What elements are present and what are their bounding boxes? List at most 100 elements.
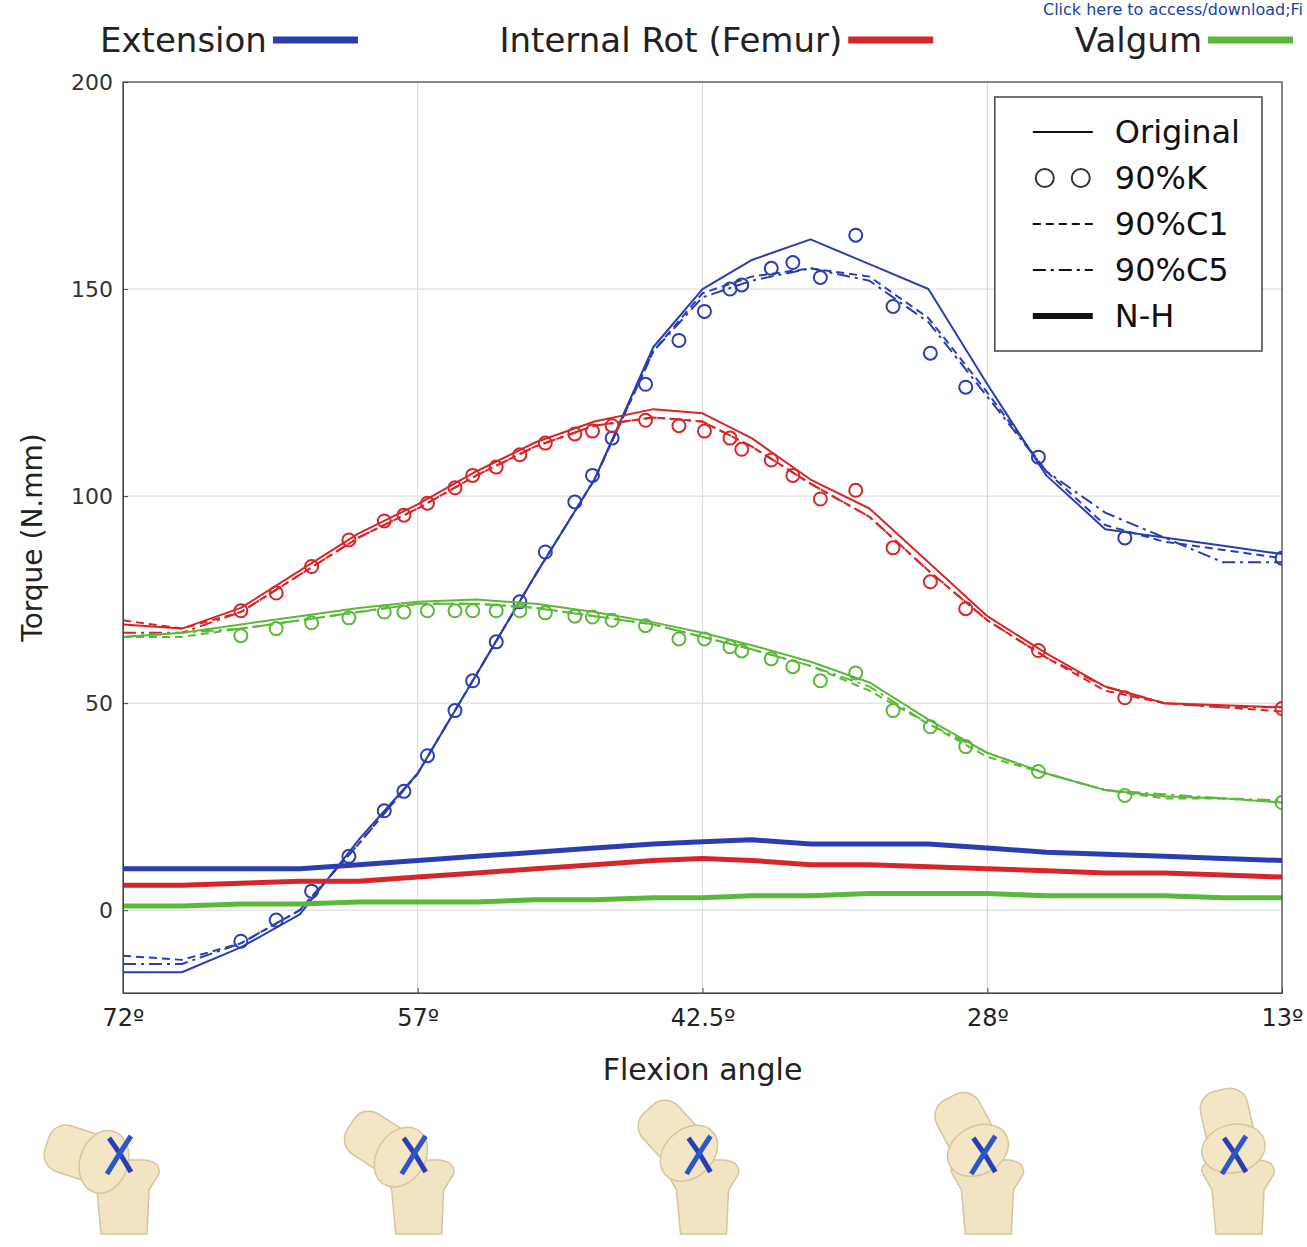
series-marker [786, 256, 799, 269]
x-tick: 57º [397, 988, 439, 1032]
x-tick-label: 13º [1262, 1004, 1304, 1032]
y-tick: 50 [85, 691, 128, 716]
femur [333, 1098, 438, 1197]
series-marker [234, 604, 247, 617]
series-marker [887, 300, 900, 313]
y-axis: 050100150200 [71, 70, 128, 994]
series-marker [814, 674, 827, 687]
annotation: Click here to access/download;Fi [1043, 0, 1303, 19]
series-marker [698, 425, 711, 438]
legend-label: N-H [1115, 297, 1175, 335]
knee-illustration [333, 1098, 454, 1234]
x-tick: 13º [1262, 988, 1304, 1032]
style-legend: Original90%K90%C190%C5N-H [995, 97, 1262, 351]
grid-line-y [123, 910, 1282, 911]
y-tick-mark [123, 289, 128, 290]
series-line [123, 600, 1282, 803]
series-line [123, 604, 1282, 803]
grid-line-x [417, 82, 418, 993]
series-marker [849, 666, 862, 679]
y-tick-mark [123, 703, 128, 704]
x-tick-label: 28º [967, 1004, 1009, 1032]
x-tick-mark [987, 988, 988, 993]
x-axis-title: Flexion angle [603, 1052, 803, 1087]
y-tick-label: 0 [99, 898, 113, 923]
series-marker [639, 414, 652, 427]
y-tick-label: 50 [85, 691, 113, 716]
series-marker [849, 484, 862, 497]
ligament [687, 1136, 711, 1174]
series-line [123, 268, 1282, 964]
series-marker [1118, 531, 1131, 544]
y-tick-mark [123, 910, 128, 911]
x-tick: 72º [103, 988, 145, 1032]
x-axis-line [124, 988, 1283, 994]
legend-swatch [848, 37, 933, 44]
legend-label: Extension [100, 20, 267, 60]
series-marker [397, 606, 410, 619]
knee-illustration [37, 1113, 159, 1234]
legend-box [995, 97, 1262, 351]
plot-background [123, 82, 1282, 993]
x-tick-mark [703, 988, 704, 993]
ligament [107, 1136, 131, 1174]
series-line [123, 268, 1282, 960]
ligament [402, 1136, 426, 1174]
legend-swatch [273, 37, 358, 44]
legend-label: Original [1115, 113, 1240, 151]
series-marker [421, 497, 434, 510]
grid [123, 82, 1282, 993]
grid-line-x [987, 82, 988, 993]
series-line [123, 417, 1282, 711]
legend-label: Internal Rot (Femur) [500, 20, 843, 60]
y-tick-label: 200 [71, 70, 113, 95]
y-tick: 100 [71, 484, 128, 509]
femur [1189, 1083, 1270, 1179]
y-tick: 200 [71, 70, 128, 95]
y-axis-title: Torque (N.mm) [16, 433, 49, 642]
legend-item: Extension [100, 20, 358, 60]
x-tick-mark [123, 988, 124, 993]
ligament [971, 1136, 995, 1174]
series-marker [466, 604, 479, 617]
series-marker [378, 804, 391, 817]
series-line [123, 409, 1282, 707]
x-tick-label: 72º [103, 1004, 145, 1032]
series-marker [639, 619, 652, 632]
legend-label: 90%K [1115, 159, 1208, 197]
series-marker [397, 509, 410, 522]
series-marker [606, 614, 619, 627]
y-tick-label: 100 [71, 484, 113, 509]
knee-illustration [625, 1087, 739, 1234]
series-marker [672, 334, 685, 347]
series-line [123, 840, 1282, 869]
x-tick: 42.5º [671, 988, 736, 1032]
x-tick-label: 42.5º [671, 1004, 736, 1032]
grid-line-y [123, 496, 1282, 497]
knee-illustrations [37, 1082, 1274, 1234]
legend-sample [1033, 313, 1093, 319]
y-tick: 0 [99, 898, 128, 923]
series-marker [849, 229, 862, 242]
legend-sample [1072, 169, 1090, 187]
legend-sample [1033, 223, 1093, 225]
legend-item: Valgum [1075, 20, 1293, 60]
series-marker [1276, 702, 1283, 715]
series-marker [672, 419, 685, 432]
y-tick-mark [123, 496, 128, 497]
y-tick-mark [123, 82, 128, 83]
series-marker [606, 432, 619, 445]
series-marker [234, 629, 247, 642]
x-tick-label: 57º [397, 1004, 439, 1032]
ligament [1222, 1136, 1246, 1174]
series-line [123, 417, 1282, 707]
series-marker [698, 305, 711, 318]
series-marker [448, 604, 461, 617]
legend-label: Valgum [1075, 20, 1202, 60]
femur [922, 1082, 1018, 1186]
series-line [123, 858, 1282, 885]
color-legend: Extension Internal Rot (Femur) Valgum [100, 20, 1293, 60]
series-marker [887, 704, 900, 717]
x-axis: 72º 57º 42.5º 28º 13º [103, 988, 1304, 1032]
series-line [123, 604, 1282, 801]
